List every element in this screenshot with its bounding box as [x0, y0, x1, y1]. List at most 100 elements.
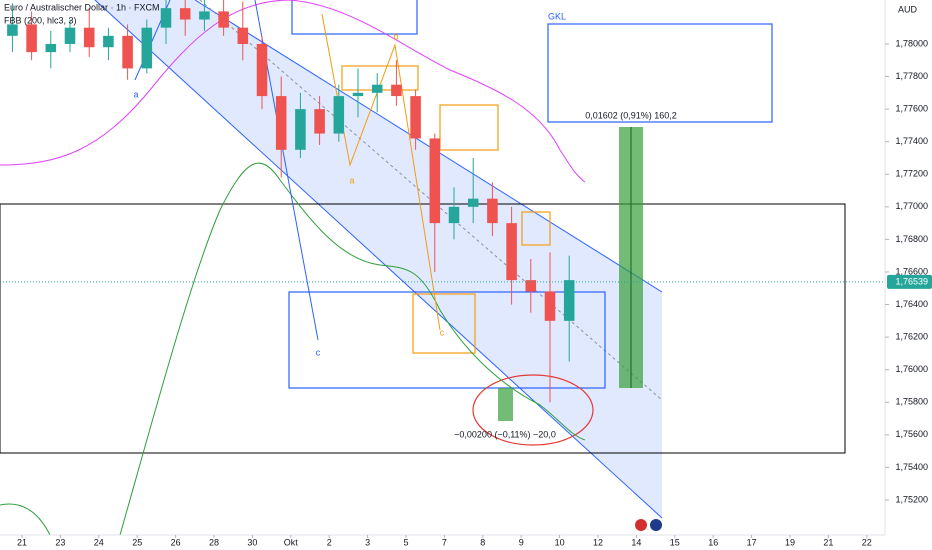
gkl-box — [547, 23, 773, 123]
y-tick-label: 1,75400 — [895, 462, 928, 472]
candle-body — [103, 35, 114, 48]
y-tick-label: 1,76800 — [895, 234, 928, 244]
y-tick-label: 1,75200 — [895, 494, 928, 504]
candle-body — [371, 84, 383, 93]
orange-box — [521, 211, 551, 246]
candle-body — [122, 35, 133, 69]
x-tick-label: 2 — [327, 537, 332, 547]
y-tick-label: 1,77000 — [895, 201, 928, 211]
candle-body — [83, 27, 95, 48]
x-tick-label: 3 — [365, 537, 370, 547]
candle-body — [179, 8, 191, 20]
x-tick-label: 22 — [862, 537, 872, 547]
candle-body — [218, 11, 229, 28]
measure-label: 0,01602 (0,91%) 160,2 — [585, 110, 677, 120]
wave-label: c — [316, 347, 321, 357]
candle-body — [141, 27, 153, 69]
y-tick-label: 1,78000 — [895, 38, 928, 48]
candle-body — [26, 24, 37, 53]
y-tick-label: 1,76600 — [895, 266, 928, 276]
x-tick-label: 21 — [823, 537, 833, 547]
lower-band — [0, 503, 51, 536]
x-tick-label: 23 — [55, 537, 65, 547]
plot — [7, 0, 575, 403]
x-tick-label: 19 — [785, 537, 795, 547]
orange-box — [412, 293, 476, 354]
measure-label: −0,00200 (−0,11%) −20,0 — [454, 429, 556, 439]
x-tick-label: Okt — [284, 537, 299, 547]
x-tick-label: 12 — [593, 537, 603, 547]
event-icon[interactable] — [635, 519, 647, 531]
channel-upper — [194, 0, 663, 293]
y-tick-label: 1,77400 — [895, 136, 928, 146]
y-axis-label: AUD — [898, 4, 918, 14]
x-tick-label: 14 — [631, 537, 641, 547]
x-tick-label: 7 — [442, 537, 447, 547]
candle-body — [467, 198, 479, 207]
x-tick-label: 24 — [94, 537, 104, 547]
x-tick-label: 30 — [247, 537, 257, 547]
x-tick-label: 16 — [708, 537, 718, 547]
wave-label: a — [133, 89, 138, 99]
x-tick-label: 17 — [747, 537, 757, 547]
x-tick-label: 8 — [480, 537, 485, 547]
candle-body — [160, 8, 172, 28]
candle-body — [429, 138, 441, 224]
last-price-tag — [887, 274, 932, 289]
x-tick-label: 26 — [171, 537, 181, 547]
wave-line — [321, 13, 441, 331]
candle-body — [410, 96, 421, 139]
candle-body — [314, 109, 325, 134]
x-tick-label: 15 — [670, 537, 680, 547]
wave-label: c — [440, 327, 445, 337]
wave-label: a — [349, 175, 354, 185]
highlight-circle — [472, 374, 594, 446]
y-tick-label: 1,76000 — [895, 364, 928, 374]
y-tick-label: 1,77600 — [895, 103, 928, 113]
candle-body — [275, 96, 287, 150]
y-tick-label: 1,76200 — [895, 331, 928, 341]
zone-box — [288, 291, 606, 389]
y-tick-label: 1,75800 — [895, 397, 928, 407]
zone-box — [291, 0, 418, 35]
lower-band — [119, 162, 586, 536]
upper-band — [0, 0, 586, 183]
candle-body — [64, 27, 76, 44]
candle-body — [352, 92, 364, 97]
candle-body — [295, 109, 306, 150]
event-icon[interactable] — [650, 519, 662, 531]
zone-box — [0, 203, 846, 454]
last-price-label: 1,76539 — [895, 276, 928, 286]
y-tick-label: 1,77200 — [895, 169, 928, 179]
y-tick-label: 1,77800 — [895, 71, 928, 81]
candle-body — [544, 291, 556, 321]
candle-body — [45, 43, 57, 53]
x-tick-label: 28 — [209, 537, 219, 547]
candle-body — [487, 198, 498, 224]
candle-body — [256, 43, 268, 97]
x-tick-label: 9 — [519, 537, 524, 547]
indicator-label: FBB (200, hlc3, 3) — [4, 15, 77, 25]
x-tick-label: 21 — [17, 537, 27, 547]
candle-body — [199, 11, 210, 20]
candle-body — [391, 84, 402, 97]
candle-body — [563, 280, 575, 321]
candle-body — [506, 223, 517, 281]
candle-body — [7, 24, 18, 36]
candle-body — [525, 280, 537, 292]
candle-body — [448, 206, 460, 224]
measure-bar — [498, 388, 513, 421]
y-tick-label: 1,76400 — [895, 299, 928, 309]
channel-lower — [94, 0, 663, 519]
candle-body — [333, 96, 345, 134]
x-tick-label: 10 — [555, 537, 565, 547]
orange-box — [439, 104, 499, 151]
chart-title: Euro / Australischer Dollar · 1h · FXCM — [4, 2, 160, 12]
candle-body — [237, 27, 249, 44]
y-tick-label: 1,75600 — [895, 429, 928, 439]
x-tick-label: 5 — [403, 537, 408, 547]
x-tick-label: 25 — [132, 537, 142, 547]
